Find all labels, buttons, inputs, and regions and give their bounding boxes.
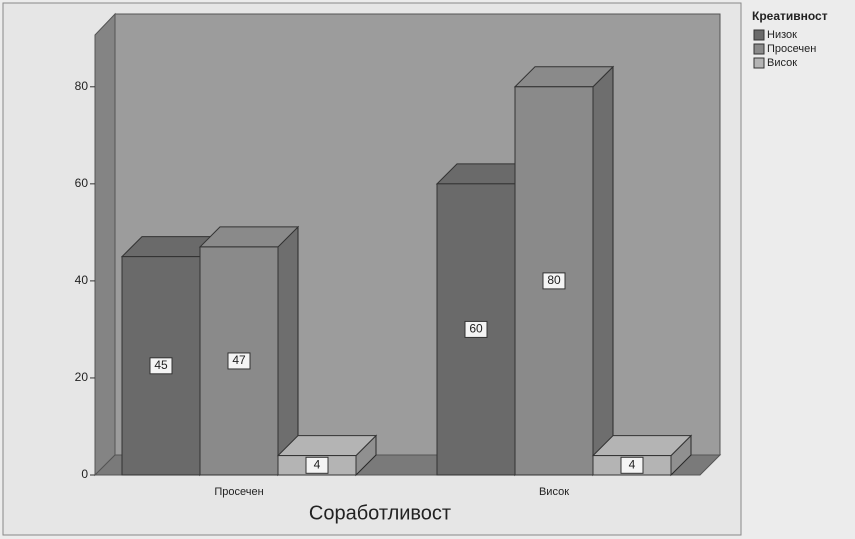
value-label-box [542,272,566,290]
value-label-box [305,456,329,474]
x-axis-title: Соработливост [309,502,451,524]
legend-swatch [753,29,765,41]
x-tick-label: Висок [539,486,569,498]
value-label: 60 [469,322,483,336]
legend-swatch [753,57,765,69]
value-label: 80 [547,273,561,287]
bar-side [592,65,614,477]
y-tick-label: 80 [75,79,89,93]
x-tick-label: Просечен [214,486,263,498]
value-label-box [227,352,251,370]
value-label-box [620,456,644,474]
value-label: 45 [154,358,168,372]
y-tick-label: 20 [75,370,89,384]
y-tick-label: 60 [75,176,89,190]
legend-label: Просечен [767,43,816,55]
legend-label: Низок [767,29,797,41]
y-tick-label: 0 [81,467,88,481]
legend-swatch [753,43,765,55]
y-tick-label: 40 [75,273,89,287]
value-label-box [149,357,173,375]
bar-side [277,225,299,477]
side-wall [94,12,116,477]
value-label: 4 [629,457,636,471]
value-label-box [464,320,488,338]
legend-label: Висок [767,57,797,69]
value-label: 4 [314,457,321,471]
value-label: 47 [232,353,246,367]
legend-title: Креативност [752,9,828,23]
